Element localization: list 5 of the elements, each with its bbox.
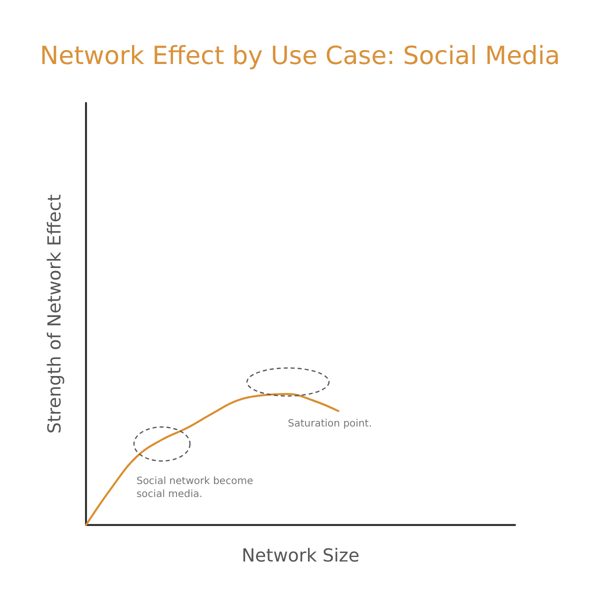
annotation: Saturation point. [288,418,372,430]
y-axis-title: Strength of Network Effect [44,194,66,434]
chart-title: Network Effect by Use Case: Social Media [40,41,560,70]
x-axis-title: Network Size [242,546,360,566]
annotation: Social network become social media. [136,476,256,500]
